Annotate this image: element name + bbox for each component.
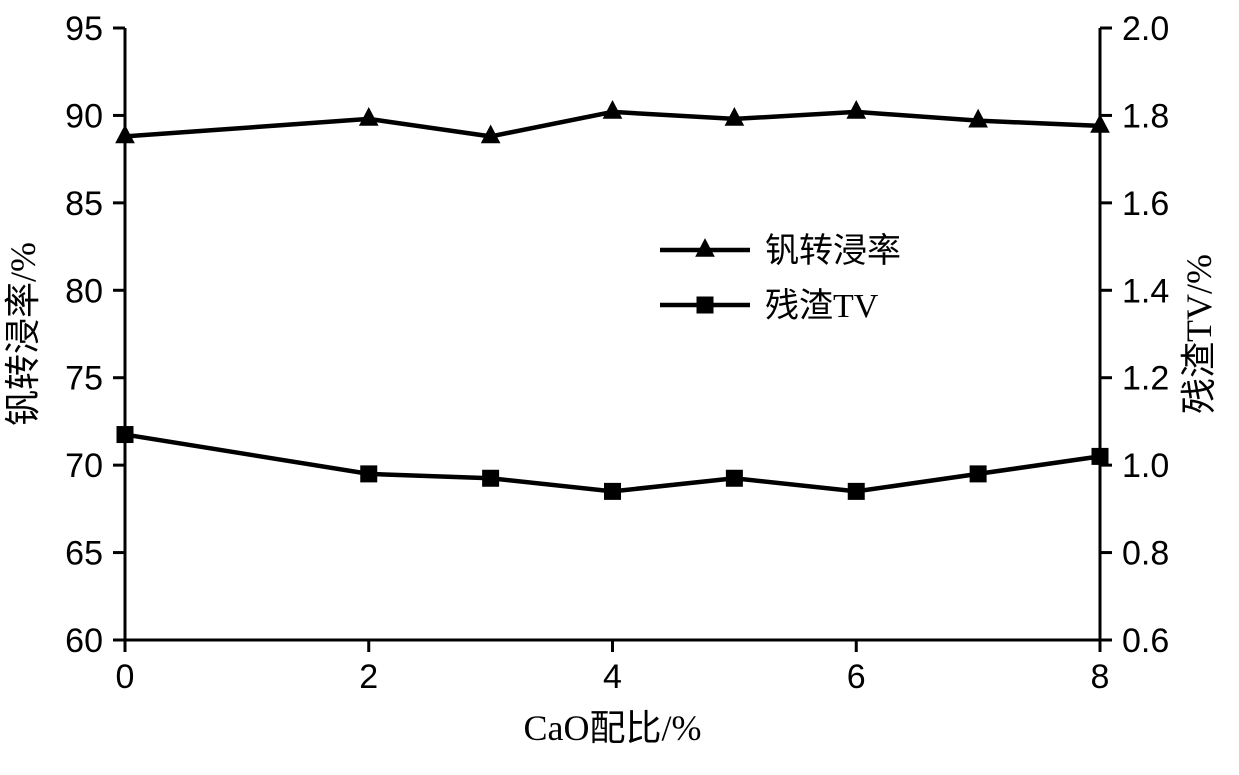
y-left-tick-label: 65 [65, 535, 103, 573]
marker-residue-tv [605, 483, 621, 499]
marker-vanadium-rate [360, 108, 378, 125]
y-left-tick-label: 70 [65, 447, 103, 485]
marker-vanadium-rate [604, 101, 622, 118]
x-axis-label: CaO配比/% [524, 708, 702, 748]
legend-label-residue-tv: 残渣TV [765, 287, 879, 325]
y-right-tick-label: 1.2 [1122, 360, 1169, 398]
marker-residue-tv [117, 427, 133, 443]
marker-residue-tv [483, 470, 499, 486]
y-right-tick-label: 1.0 [1122, 447, 1169, 485]
series-line-residue-tv [125, 435, 1100, 492]
x-tick-label: 2 [359, 658, 378, 696]
marker-residue-tv [848, 483, 864, 499]
legend-marker-residue-tv [697, 297, 713, 313]
dual-axis-line-chart: 0 2 4 6 8 CaO配比/% 60 65 70 75 80 85 90 95 钒转浸率/% 0.6 0.8… [0, 0, 1239, 775]
marker-residue-tv [1092, 448, 1108, 464]
y-left-tick-label: 80 [65, 272, 103, 310]
y-right-tick-label: 2.0 [1122, 10, 1169, 48]
legend-label-vanadium-rate: 钒转浸率 [765, 232, 901, 270]
y-right-axis-label: 残渣TV/% [1179, 254, 1219, 414]
x-tick-label: 8 [1091, 658, 1110, 696]
marker-residue-tv [726, 470, 742, 486]
x-tick-label: 4 [603, 658, 622, 696]
y-right-tick-label: 1.4 [1122, 272, 1169, 310]
y-right-tick-label: 1.8 [1122, 97, 1169, 135]
y-left-tick-label: 95 [65, 10, 103, 48]
y-right-tick-label: 1.6 [1122, 185, 1169, 223]
y-left-tick-label: 75 [65, 360, 103, 398]
y-left-tick-label: 60 [65, 622, 103, 660]
y-right-tick-label: 0.6 [1122, 622, 1169, 660]
marker-residue-tv [970, 466, 986, 482]
y-right-tick-label: 0.8 [1122, 535, 1169, 573]
x-tick-label: 0 [116, 658, 135, 696]
chart-container: 0 2 4 6 8 CaO配比/% 60 65 70 75 80 85 90 95 钒转浸率/% 0.6 0.8… [0, 0, 1239, 775]
y-left-tick-label: 90 [65, 97, 103, 135]
marker-vanadium-rate [847, 101, 865, 118]
x-tick-label: 6 [847, 658, 866, 696]
y-left-tick-label: 85 [65, 185, 103, 223]
marker-residue-tv [361, 466, 377, 482]
y-left-axis-label: 钒转浸率/% [3, 242, 43, 426]
